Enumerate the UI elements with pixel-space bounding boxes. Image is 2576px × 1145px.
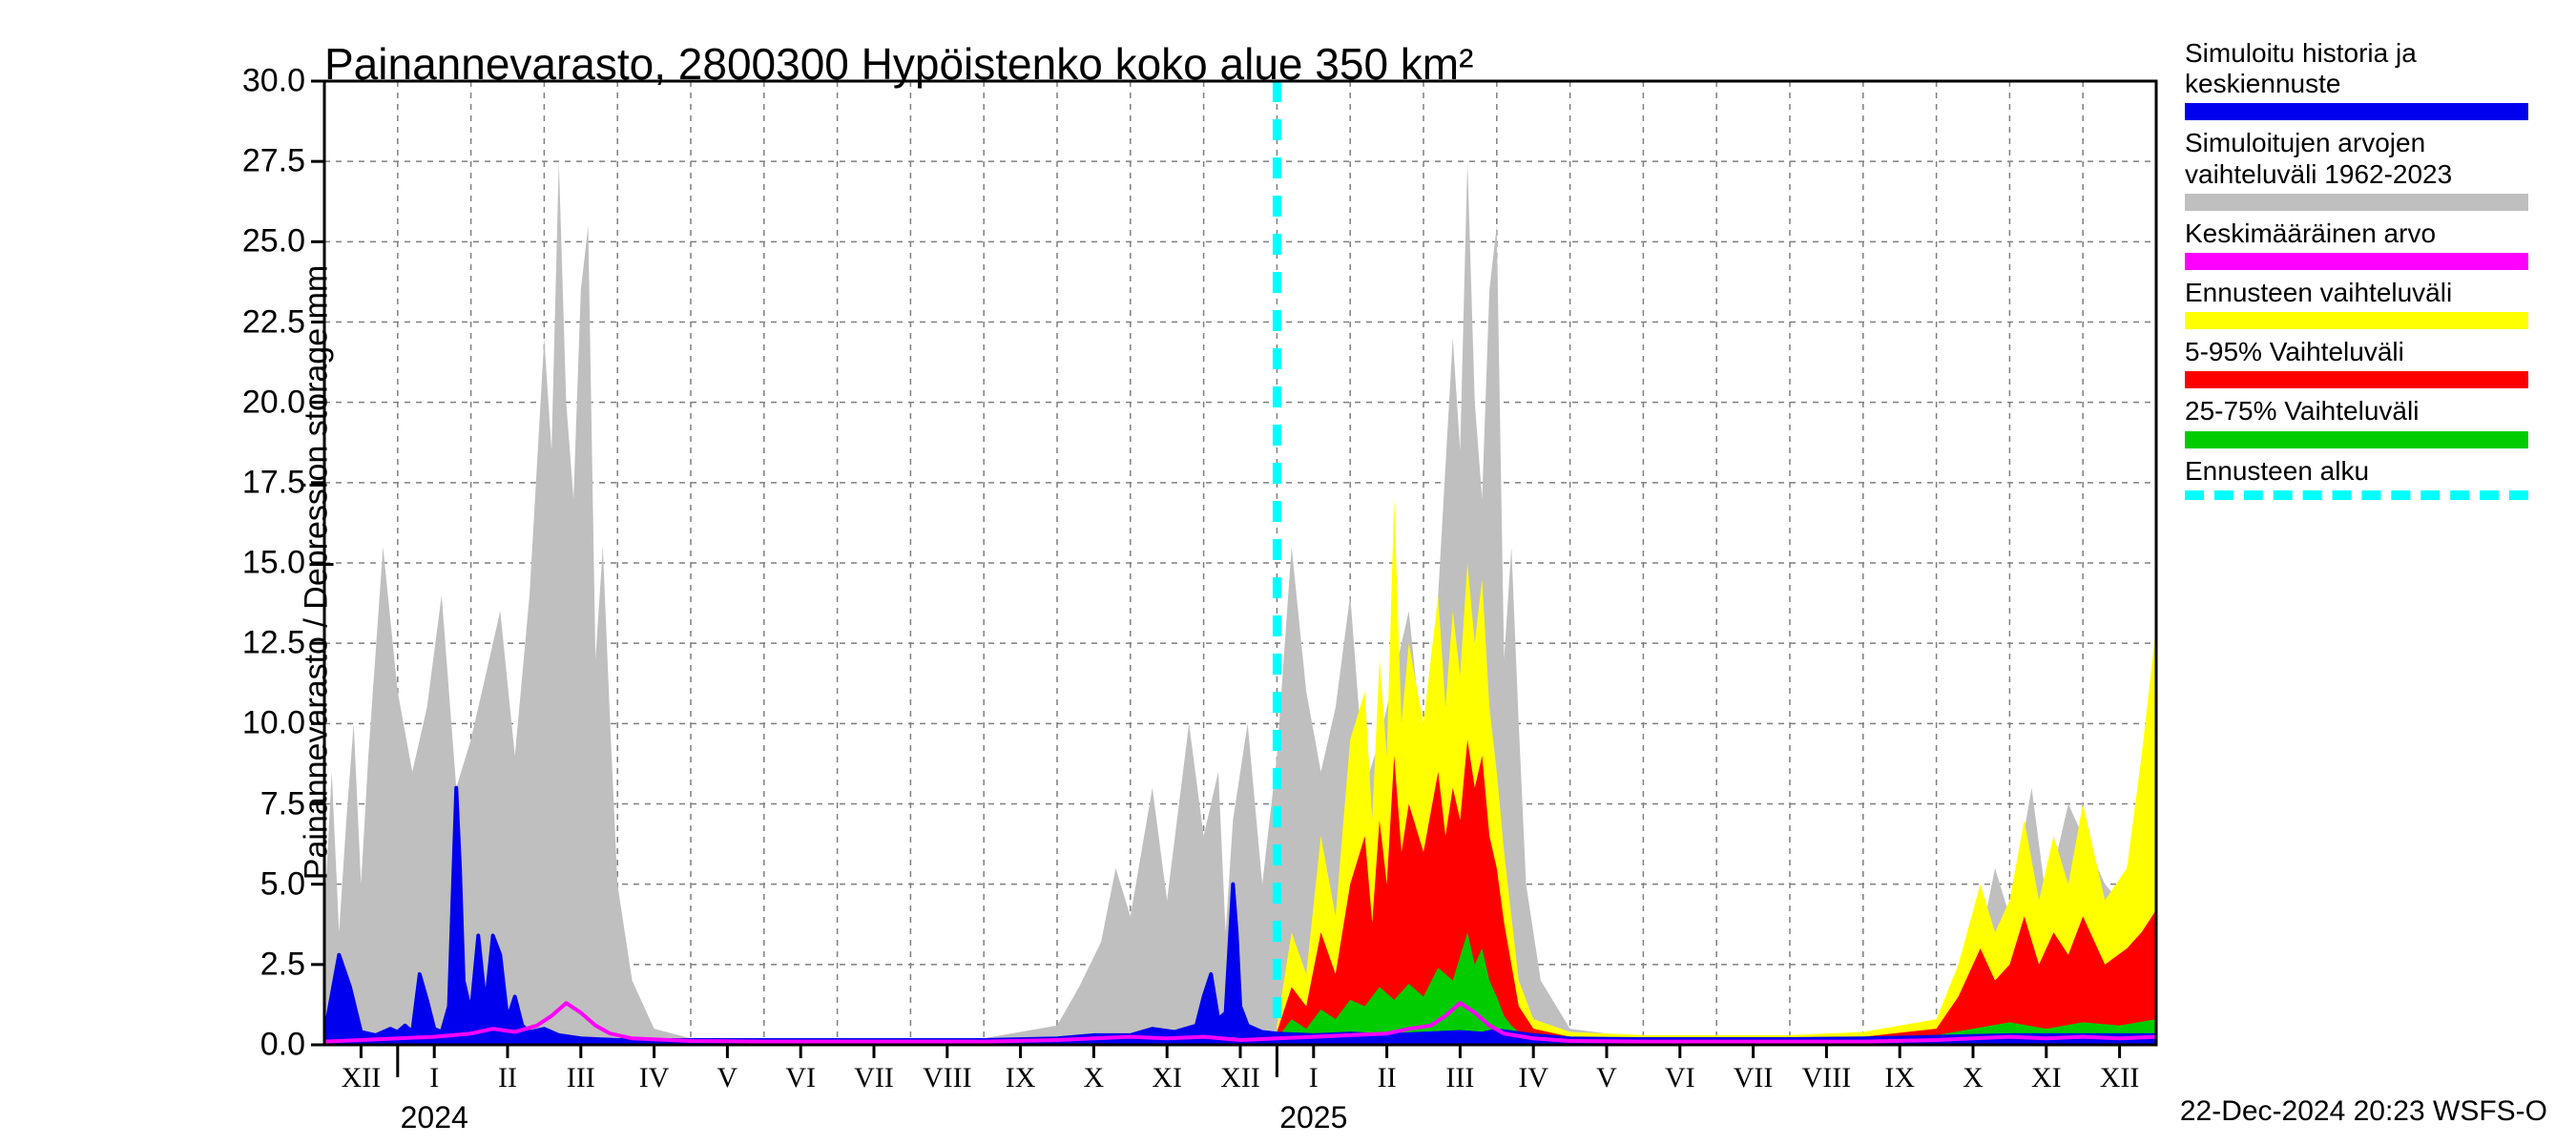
y-tick-label: 7.5 [210,785,305,822]
chart-footer: 22-Dec-2024 20:23 WSFS-O [2180,1095,2547,1128]
x-tick-label: XII [2100,1062,2140,1094]
y-tick-label: 2.5 [210,946,305,983]
legend-label: Keskimääräinen arvo [2185,219,2547,249]
y-tick-label: 5.0 [210,865,305,903]
y-tick-label: 10.0 [210,705,305,742]
legend-item: Simuloitujen arvojen vaihteluväli 1962-2… [2185,128,2547,210]
legend: Simuloitu historia ja keskiennuste Simulo… [2185,38,2547,508]
x-year-label: 2025 [1279,1100,1347,1135]
legend-swatch [2185,194,2528,211]
y-tick-label: 27.5 [210,143,305,180]
x-tick-label: XI [1152,1062,1182,1094]
x-tick-label: III [1445,1062,1474,1094]
x-tick-label: VI [785,1062,816,1094]
legend-item: Keskimääräinen arvo [2185,219,2547,270]
legend-label: Simuloitujen arvojen vaihteluväli 1962-2… [2185,128,2547,189]
legend-swatch [2185,490,2528,500]
x-tick-label: III [567,1062,595,1094]
x-tick-label: XII [342,1062,382,1094]
x-tick-label: VI [1665,1062,1695,1094]
x-tick-label: II [1378,1062,1397,1094]
x-tick-label: V [1596,1062,1617,1094]
legend-label: Ennusteen vaihteluväli [2185,278,2547,308]
legend-label: Ennusteen alku [2185,456,2547,487]
x-tick-label: X [1963,1062,1984,1094]
y-tick-label: 20.0 [210,384,305,421]
x-tick-label: IV [1518,1062,1548,1094]
legend-swatch [2185,312,2528,329]
legend-label: 25-75% Vaihteluväli [2185,396,2547,427]
x-tick-label: IX [1006,1062,1036,1094]
x-tick-label: V [717,1062,738,1094]
x-year-label: 2024 [401,1100,468,1135]
legend-swatch [2185,253,2528,270]
legend-label: 5-95% Vaihteluväli [2185,337,2547,367]
legend-item: 5-95% Vaihteluväli [2185,337,2547,388]
legend-item: 25-75% Vaihteluväli [2185,396,2547,448]
y-tick-label: 25.0 [210,223,305,260]
x-tick-label: VII [1734,1062,1774,1094]
x-tick-label: VIII [923,1062,972,1094]
x-tick-label: X [1084,1062,1105,1094]
legend-item: Ennusteen vaihteluväli [2185,278,2547,329]
x-tick-label: IX [1884,1062,1915,1094]
x-tick-label: VII [854,1062,894,1094]
x-tick-label: I [1309,1062,1319,1094]
y-tick-label: 15.0 [210,545,305,582]
y-tick-label: 12.5 [210,625,305,662]
x-tick-label: XII [1220,1062,1260,1094]
legend-swatch [2185,103,2528,120]
chart-title: Painannevarasto, 2800300 Hypöistenko kok… [324,38,1473,90]
x-tick-label: I [429,1062,439,1094]
y-tick-label: 0.0 [210,1027,305,1064]
legend-swatch [2185,431,2528,448]
legend-swatch [2185,371,2528,388]
x-tick-label: XI [2031,1062,2062,1094]
y-tick-label: 30.0 [210,63,305,100]
chart-container: Painannevarasto, 2800300 Hypöistenko kok… [0,0,2576,1145]
y-tick-label: 22.5 [210,303,305,341]
x-tick-label: II [498,1062,517,1094]
y-tick-label: 17.5 [210,464,305,501]
x-tick-label: VIII [1802,1062,1852,1094]
legend-item: Simuloitu historia ja keskiennuste [2185,38,2547,120]
x-tick-label: IV [639,1062,670,1094]
legend-item: Ennusteen alku [2185,456,2547,500]
legend-label: Simuloitu historia ja keskiennuste [2185,38,2547,99]
